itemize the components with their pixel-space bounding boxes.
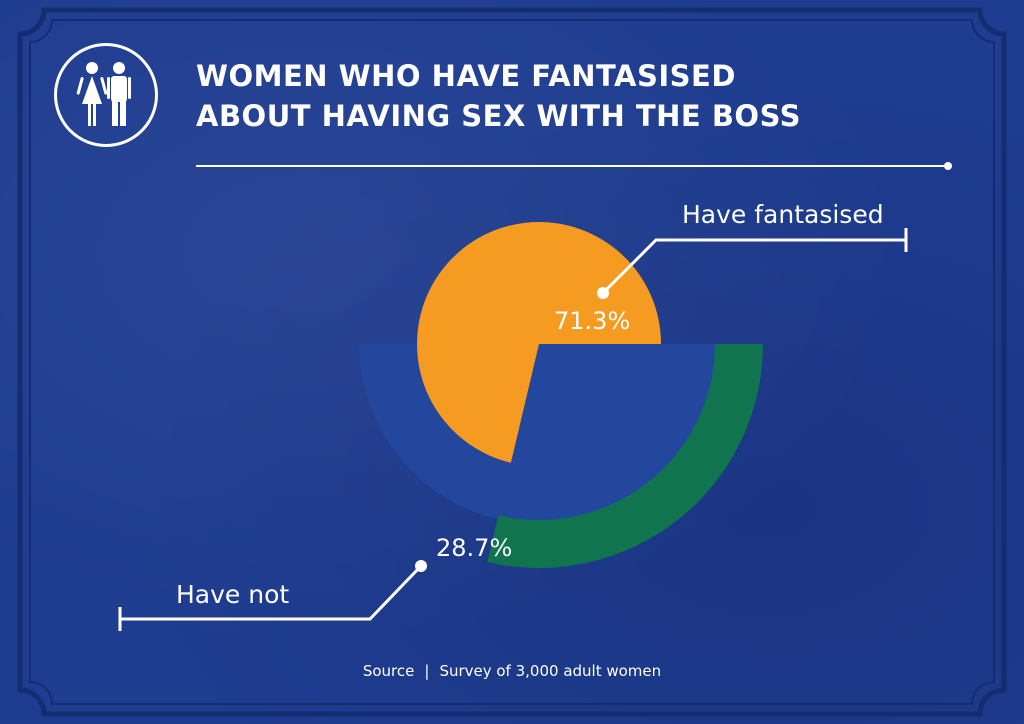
title-line-2: ABOUT HAVING SEX WITH THE BOSS xyxy=(196,99,802,133)
callout-line-have-not xyxy=(120,565,422,621)
source-text: Survey of 3,000 adult women xyxy=(439,662,662,680)
source-note: Source | Survey of 3,000 adult women xyxy=(0,662,1024,680)
slice-have-not xyxy=(487,344,763,568)
legend-label-have-not: Have not xyxy=(176,580,290,609)
legend-label-fantasised: Have fantasised xyxy=(682,200,884,229)
callout-dot-have-not xyxy=(415,560,427,572)
data-label-fantasised: 71.3% xyxy=(554,307,631,335)
callout-dot-fantasised xyxy=(597,287,609,299)
title-line-1: WOMEN WHO HAVE FANTASISED xyxy=(196,59,736,93)
source-label: Source xyxy=(362,662,415,680)
slice-have-fantasised xyxy=(416,221,661,463)
page-title: WOMEN WHO HAVE FANTASISED ABOUT HAVING S… xyxy=(196,56,802,136)
source-separator: | xyxy=(424,662,430,680)
man-and-woman-icon xyxy=(54,43,158,147)
data-label-have-not: 28.7% xyxy=(436,534,513,562)
callout-line-fantasised xyxy=(602,238,906,294)
